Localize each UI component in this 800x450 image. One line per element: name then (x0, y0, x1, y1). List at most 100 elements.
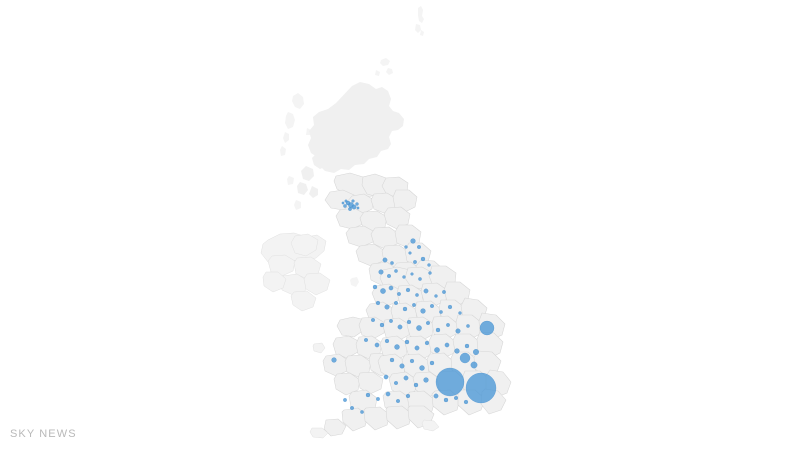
map-bubble[interactable] (348, 207, 352, 211)
map-bubble[interactable] (389, 357, 395, 363)
bubble-layer[interactable] (331, 199, 497, 414)
map-bubble[interactable] (409, 358, 415, 364)
map-bubble[interactable] (397, 324, 403, 330)
map-bubble[interactable] (434, 294, 438, 298)
map-bubble[interactable] (370, 317, 376, 323)
map-bubble[interactable] (351, 204, 357, 210)
map-bubble[interactable] (434, 347, 440, 353)
island-isle-of-man (350, 277, 359, 287)
map-bubble[interactable] (374, 342, 380, 348)
map-bubble[interactable] (424, 340, 430, 346)
map-bubble[interactable] (442, 290, 446, 294)
map-bubble[interactable] (416, 325, 422, 331)
map-bubble[interactable] (375, 300, 381, 306)
map-bubble[interactable] (459, 352, 471, 364)
map-bubble[interactable] (379, 322, 385, 328)
map-bubble[interactable] (394, 269, 398, 273)
map-bubble[interactable] (443, 397, 449, 403)
map-bubble[interactable] (418, 277, 422, 281)
map-bubble[interactable] (341, 201, 345, 205)
map-bubble[interactable] (344, 199, 348, 203)
map-bubble[interactable] (439, 310, 443, 314)
map-bubble[interactable] (435, 327, 441, 333)
map-bubble[interactable] (406, 319, 412, 325)
map-bubble[interactable] (427, 263, 431, 267)
map-bubble[interactable] (376, 397, 380, 401)
map-bubble[interactable] (423, 377, 429, 383)
map-bubble[interactable] (466, 324, 470, 328)
map-bubble[interactable] (425, 320, 431, 326)
map-bubble[interactable] (393, 300, 399, 306)
map-bubble[interactable] (394, 344, 400, 350)
map-bubble[interactable] (363, 337, 369, 343)
map-bubble[interactable] (402, 306, 408, 312)
map-bubble[interactable] (415, 293, 419, 297)
map-bubble[interactable] (372, 284, 378, 290)
map-bubble[interactable] (397, 292, 401, 296)
map-bubble[interactable] (413, 382, 419, 388)
map-bubble[interactable] (420, 308, 426, 314)
map-bubble[interactable] (382, 257, 388, 263)
watermark-sky-news: SKY NEWS (10, 428, 77, 440)
map-bubble[interactable] (389, 319, 393, 323)
map-bubble[interactable] (403, 375, 409, 381)
map-bubble[interactable] (390, 261, 394, 265)
map-bubble[interactable] (404, 245, 408, 249)
map-bubble[interactable] (435, 367, 465, 397)
map-bubble[interactable] (405, 393, 411, 399)
map-bubble[interactable] (470, 361, 478, 369)
map-bubble[interactable] (408, 251, 412, 255)
map-bubble[interactable] (472, 348, 480, 356)
map-bubble[interactable] (385, 391, 391, 397)
map-bubble[interactable] (410, 238, 416, 244)
map-bubble[interactable] (383, 374, 389, 380)
map-bubble[interactable] (416, 244, 422, 250)
map-bubble[interactable] (479, 320, 495, 336)
map-bubble[interactable] (405, 287, 411, 293)
map-bubble[interactable] (355, 202, 359, 206)
map-bubble[interactable] (331, 357, 337, 363)
map-bubble[interactable] (388, 285, 394, 291)
map-bubble[interactable] (393, 380, 399, 386)
map-bubble[interactable] (458, 311, 462, 315)
map-bubble[interactable] (465, 372, 497, 404)
map-bubble[interactable] (414, 345, 420, 351)
map-bubble[interactable] (419, 365, 425, 371)
map-bubble[interactable] (384, 304, 390, 310)
map-bubble[interactable] (423, 288, 429, 294)
map-bubble[interactable] (380, 288, 386, 294)
map-bubble[interactable] (428, 271, 432, 275)
map-bubble[interactable] (447, 304, 453, 310)
map-bubble[interactable] (454, 348, 460, 354)
map-bubble[interactable] (404, 339, 410, 345)
island-group-orkney (375, 58, 393, 76)
map-bubble[interactable] (413, 260, 417, 264)
map-bubble[interactable] (412, 303, 416, 307)
map-bubble[interactable] (378, 269, 384, 275)
map-bubble[interactable] (395, 398, 401, 404)
map-bubble[interactable] (429, 360, 435, 366)
map-bubble[interactable] (444, 342, 450, 348)
map-bubble[interactable] (384, 338, 390, 344)
map-bubble[interactable] (356, 206, 360, 210)
map-bubble[interactable] (365, 392, 371, 398)
map-bubble[interactable] (464, 343, 470, 349)
map-bubble[interactable] (446, 323, 450, 327)
map-bubble[interactable] (343, 398, 347, 402)
map-bubble[interactable] (349, 405, 355, 411)
map-bubble[interactable] (343, 204, 347, 208)
map-bubble[interactable] (463, 399, 469, 405)
map-bubble[interactable] (455, 328, 461, 334)
map-bubble[interactable] (402, 275, 406, 279)
map-bubble[interactable] (386, 273, 392, 279)
island-group-hebrides (280, 93, 311, 156)
map-bubble[interactable] (360, 410, 364, 414)
map-bubble[interactable] (429, 303, 435, 309)
map-bubble[interactable] (420, 256, 426, 262)
map-bubble[interactable] (351, 199, 355, 203)
map-bubble[interactable] (399, 363, 405, 369)
map-bubble[interactable] (453, 395, 459, 401)
map-bubble[interactable] (433, 393, 439, 399)
map-bubble[interactable] (410, 272, 414, 276)
